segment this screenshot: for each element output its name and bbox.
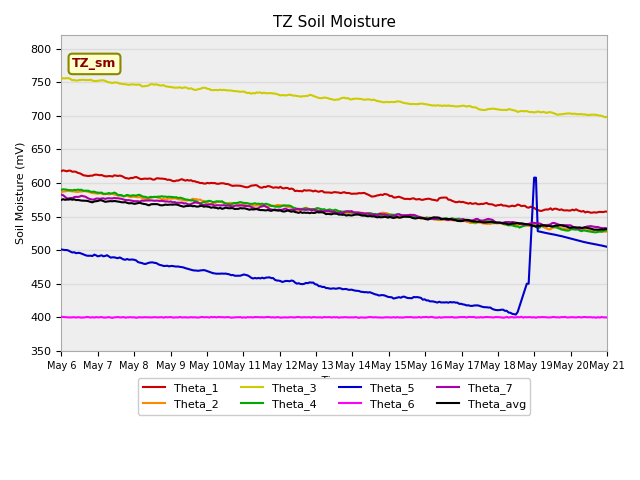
Theta_5 bbox=[556, 233, 563, 239]
Theta_7 bbox=[383, 212, 390, 217]
Theta_5 bbox=[512, 312, 520, 317]
Theta_avg bbox=[67, 196, 74, 202]
Theta_4 bbox=[604, 228, 611, 233]
Theta_avg bbox=[384, 215, 392, 220]
Theta_1 bbox=[61, 168, 69, 174]
Theta_3 bbox=[63, 75, 70, 81]
Theta_1 bbox=[384, 192, 392, 198]
Theta_avg bbox=[594, 227, 602, 233]
Theta_7 bbox=[518, 221, 525, 227]
Theta_4 bbox=[61, 187, 69, 192]
Theta_5 bbox=[58, 247, 65, 252]
Theta_7 bbox=[60, 192, 67, 198]
Y-axis label: Soil Moisture (mV): Soil Moisture (mV) bbox=[15, 142, 25, 244]
Theta_7 bbox=[381, 211, 388, 217]
Theta_7 bbox=[604, 226, 611, 232]
Theta_6 bbox=[556, 314, 563, 320]
Theta_5 bbox=[519, 292, 527, 298]
Theta_2 bbox=[394, 215, 401, 220]
Theta_3 bbox=[60, 75, 67, 81]
Line: Theta_3: Theta_3 bbox=[61, 78, 607, 117]
Line: Theta_6: Theta_6 bbox=[61, 317, 607, 318]
Line: Theta_5: Theta_5 bbox=[61, 178, 607, 314]
Theta_3 bbox=[554, 112, 562, 118]
Theta_3 bbox=[519, 108, 527, 114]
Theta_3 bbox=[58, 76, 65, 82]
Theta_avg bbox=[383, 214, 390, 220]
Line: Theta_7: Theta_7 bbox=[61, 195, 607, 229]
Theta_6 bbox=[60, 314, 67, 320]
Theta_2 bbox=[384, 211, 392, 216]
Theta_4 bbox=[554, 225, 562, 231]
Theta_2 bbox=[600, 229, 607, 235]
Theta_4 bbox=[384, 212, 392, 217]
Theta_7 bbox=[552, 221, 560, 227]
Theta_6 bbox=[383, 314, 390, 320]
Theta_avg bbox=[604, 226, 611, 232]
Line: Theta_avg: Theta_avg bbox=[61, 199, 607, 230]
Theta_2 bbox=[65, 188, 72, 193]
Line: Theta_4: Theta_4 bbox=[61, 189, 607, 232]
Theta_6 bbox=[604, 314, 611, 320]
Theta_3 bbox=[384, 99, 392, 105]
Theta_5 bbox=[60, 247, 67, 252]
Theta_4 bbox=[519, 223, 527, 229]
Theta_2 bbox=[604, 229, 611, 235]
Theta_3 bbox=[604, 114, 611, 120]
Title: TZ Soil Moisture: TZ Soil Moisture bbox=[273, 15, 396, 30]
Theta_4 bbox=[394, 211, 401, 217]
Text: TZ_sm: TZ_sm bbox=[72, 58, 116, 71]
Theta_1 bbox=[394, 194, 401, 200]
Theta_6 bbox=[58, 314, 65, 320]
Theta_avg bbox=[554, 223, 562, 228]
Theta_4 bbox=[58, 187, 65, 193]
Theta_3 bbox=[394, 98, 401, 104]
Line: Theta_2: Theta_2 bbox=[61, 191, 607, 232]
Theta_6 bbox=[355, 315, 363, 321]
Theta_4 bbox=[60, 186, 67, 192]
Theta_2 bbox=[383, 210, 390, 216]
Theta_2 bbox=[519, 222, 527, 228]
Theta_5 bbox=[392, 295, 399, 301]
Theta_1 bbox=[604, 209, 611, 215]
Theta_6 bbox=[521, 314, 529, 320]
Theta_avg bbox=[58, 197, 65, 203]
Theta_avg bbox=[60, 196, 67, 202]
Theta_2 bbox=[554, 224, 562, 229]
Theta_5 bbox=[383, 293, 390, 299]
Theta_4 bbox=[383, 212, 390, 218]
Theta_7 bbox=[58, 192, 65, 198]
Theta_5 bbox=[381, 292, 388, 298]
Theta_6 bbox=[518, 314, 525, 320]
Theta_1 bbox=[587, 210, 595, 216]
Theta_5 bbox=[604, 244, 611, 250]
X-axis label: Time: Time bbox=[321, 376, 348, 386]
Theta_avg bbox=[519, 221, 527, 227]
Theta_1 bbox=[58, 168, 65, 174]
Theta_4 bbox=[593, 229, 600, 235]
Theta_2 bbox=[58, 189, 65, 195]
Legend: Theta_1, Theta_2, Theta_3, Theta_4, Theta_5, Theta_6, Theta_7, Theta_avg: Theta_1, Theta_2, Theta_3, Theta_4, Thet… bbox=[138, 378, 531, 415]
Line: Theta_1: Theta_1 bbox=[61, 170, 607, 213]
Theta_7 bbox=[392, 213, 399, 218]
Theta_avg bbox=[394, 214, 401, 220]
Theta_1 bbox=[60, 168, 67, 173]
Theta_5 bbox=[531, 175, 538, 180]
Theta_1 bbox=[519, 203, 527, 209]
Theta_3 bbox=[602, 114, 609, 120]
Theta_1 bbox=[383, 192, 390, 197]
Theta_2 bbox=[60, 189, 67, 194]
Theta_1 bbox=[554, 206, 562, 212]
Theta_6 bbox=[384, 314, 392, 320]
Theta_6 bbox=[394, 314, 401, 320]
Theta_3 bbox=[383, 99, 390, 105]
